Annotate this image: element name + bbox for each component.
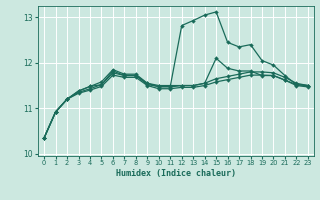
X-axis label: Humidex (Indice chaleur): Humidex (Indice chaleur)	[116, 169, 236, 178]
